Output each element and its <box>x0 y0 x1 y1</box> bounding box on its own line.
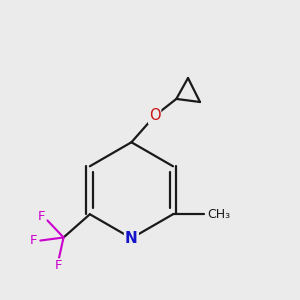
Text: N: N <box>125 231 138 246</box>
Text: F: F <box>30 234 37 247</box>
Text: F: F <box>38 210 46 223</box>
Text: O: O <box>149 108 161 123</box>
Text: CH₃: CH₃ <box>207 208 230 221</box>
Text: F: F <box>55 259 63 272</box>
